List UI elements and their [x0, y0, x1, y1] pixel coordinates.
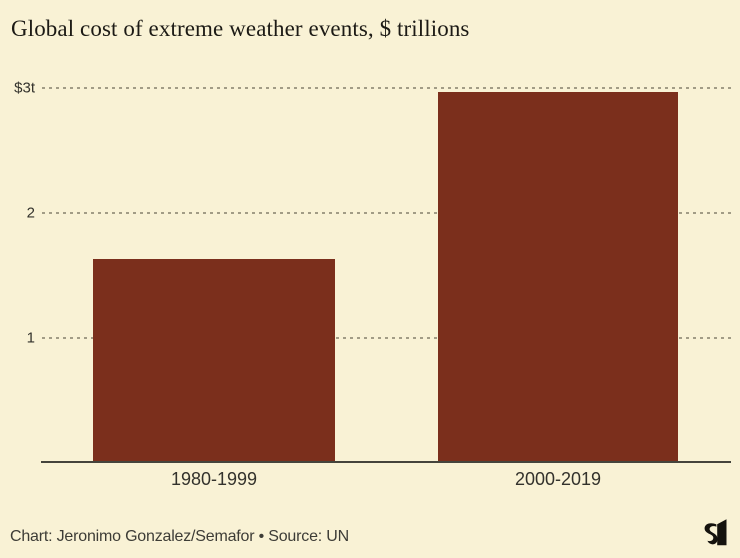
chart-title: Global cost of extreme weather events, $…	[11, 16, 470, 41]
bar-2000-2019	[438, 92, 678, 463]
gridline-1	[42, 337, 731, 339]
gridline-2	[42, 212, 731, 214]
semafor-logo-icon	[704, 519, 727, 546]
y-axis-tick-label: 2	[26, 204, 35, 222]
y-axis-tick-label: 1	[26, 329, 35, 347]
x-axis-category-label: 1980-1999	[170, 469, 258, 489]
y-axis-tick-label: $3t	[14, 79, 35, 97]
chart-credit: Chart: Jeronimo Gonzalez/Semafor • Sourc…	[10, 528, 349, 545]
bar-1980-1999	[93, 259, 335, 463]
x-axis-category-label: 2000-2019	[514, 469, 602, 489]
x-axis-line	[41, 461, 731, 463]
gridline-3	[42, 87, 731, 89]
